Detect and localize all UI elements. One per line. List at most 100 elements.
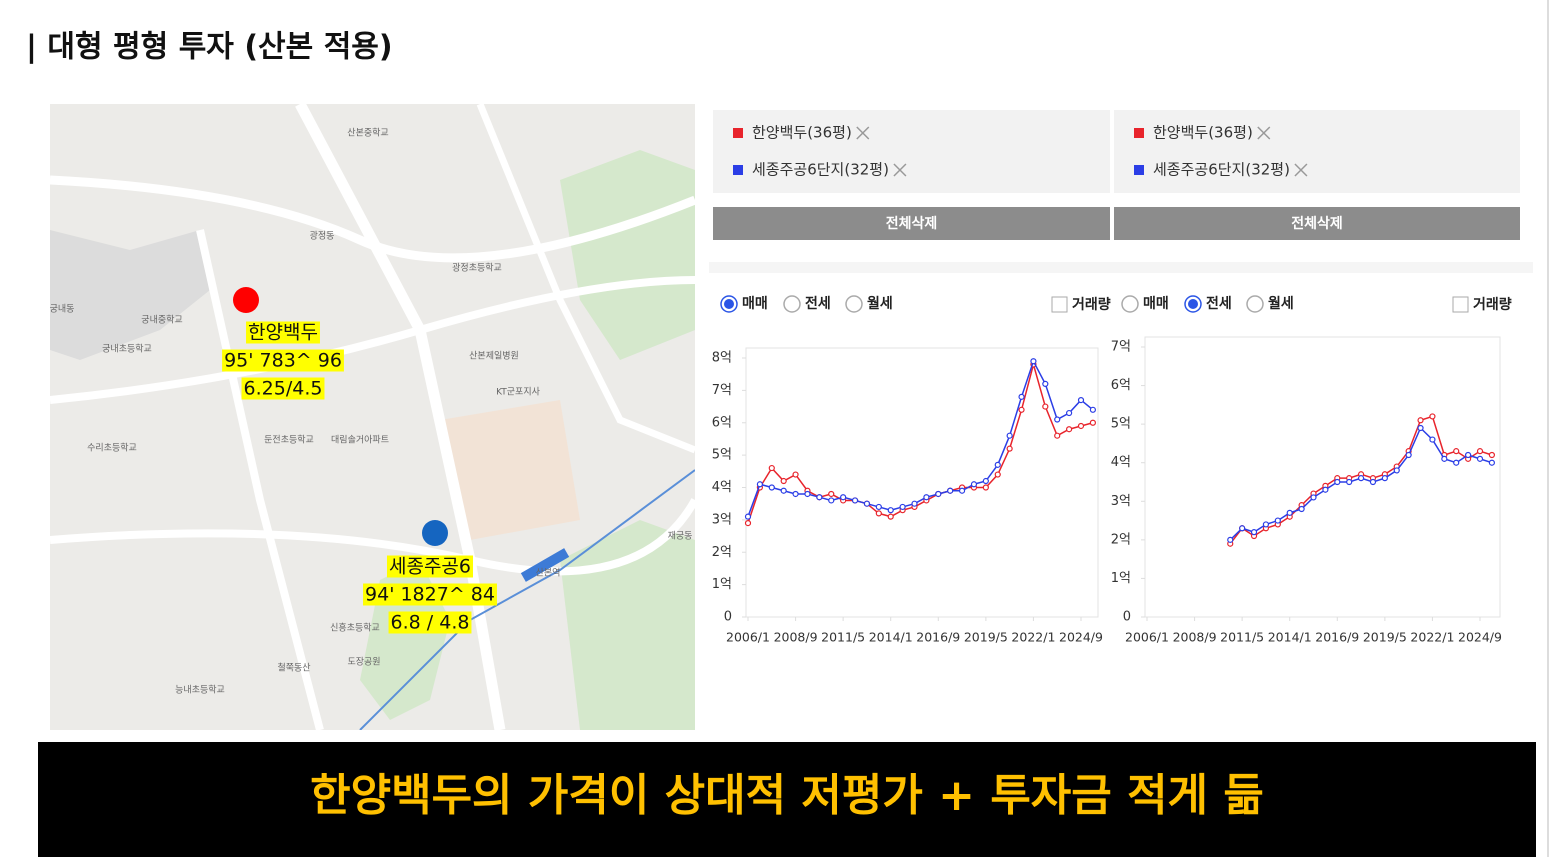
data-point xyxy=(1476,448,1484,455)
radio[interactable] xyxy=(1121,295,1139,313)
map-label: 궁내동 xyxy=(50,304,75,315)
data-point xyxy=(1393,467,1400,474)
radio-label: 매매 xyxy=(742,296,768,312)
map-label: KT군포지사 xyxy=(496,387,541,398)
legend-box xyxy=(1114,110,1520,193)
data-point xyxy=(887,507,894,514)
data-point xyxy=(756,481,763,488)
data-point xyxy=(875,503,882,511)
data-point xyxy=(1346,478,1353,486)
radio-dot xyxy=(724,299,734,309)
data-point xyxy=(1250,529,1258,536)
data-point xyxy=(1066,409,1073,417)
map-marker xyxy=(422,520,448,546)
map-label: 산본제일병원 xyxy=(469,351,519,362)
data-point xyxy=(1357,475,1365,482)
y-tick-label: 4억 xyxy=(1111,455,1131,470)
delete-button[interactable] xyxy=(713,207,1110,240)
x-tick-label: 2016/9 xyxy=(916,630,960,645)
checkbox[interactable] xyxy=(1051,296,1068,313)
y-tick-label: 3억 xyxy=(712,512,732,527)
radio-label: 월세 xyxy=(867,295,893,312)
radio-label: 전세 xyxy=(805,295,831,312)
radio[interactable] xyxy=(1246,295,1264,313)
data-point xyxy=(1417,417,1424,424)
data-point xyxy=(1334,478,1341,486)
x-tick-label: 2024/9 xyxy=(1059,630,1103,645)
map-annotation: 6.25/4.5 xyxy=(244,378,323,400)
x-tick-label: 2019/5 xyxy=(964,630,1008,645)
delete-label: 전체삭제 xyxy=(1291,215,1343,232)
data-point xyxy=(1441,455,1448,462)
data-point xyxy=(816,494,823,501)
checkbox[interactable] xyxy=(1452,296,1469,313)
checkbox-label: 거래량 xyxy=(1072,297,1111,313)
data-point xyxy=(804,490,811,498)
delete-label: 전체삭제 xyxy=(886,215,938,232)
data-point xyxy=(887,513,894,520)
data-point xyxy=(863,500,871,507)
data-point xyxy=(911,500,918,507)
x-tick-label: 2022/1 xyxy=(1011,630,1055,645)
legend-box xyxy=(713,110,1110,193)
map-label: 산본중학교 xyxy=(347,128,388,139)
data-point xyxy=(1405,451,1412,459)
road xyxy=(196,229,324,730)
map-annotation: 95' 783^ 96 xyxy=(224,350,342,372)
legend-swatch xyxy=(1134,165,1144,175)
legend-label: 세종주공6단지(32평) xyxy=(1153,161,1290,179)
map-park xyxy=(560,150,695,360)
x-tick-label: 2016/9 xyxy=(1315,630,1359,645)
map-label: 산본역 xyxy=(536,568,561,579)
banner-bg xyxy=(38,742,1536,857)
remove-icon[interactable] xyxy=(893,163,907,177)
radio[interactable] xyxy=(783,295,801,313)
annotation-highlight xyxy=(246,321,320,344)
y-tick-label: 8억 xyxy=(712,351,732,366)
radio-dot xyxy=(1188,299,1198,309)
radio-label: 매매 xyxy=(1143,296,1169,312)
radio[interactable] xyxy=(845,295,863,313)
data-point xyxy=(1042,403,1049,410)
legend-swatch xyxy=(1134,128,1144,138)
annotation-highlight xyxy=(363,583,497,606)
radio-label: 월세 xyxy=(1268,295,1294,312)
annotation-highlight xyxy=(241,377,325,400)
series-line xyxy=(747,361,1094,524)
data-point xyxy=(875,510,882,517)
map-marker xyxy=(233,287,259,313)
annotation-highlight xyxy=(222,349,344,372)
y-tick-label: 4억 xyxy=(712,480,732,495)
map-block xyxy=(50,230,210,360)
remove-icon[interactable] xyxy=(856,126,870,140)
y-tick-label: 7억 xyxy=(1111,340,1131,355)
data-point xyxy=(780,477,787,485)
plot-frame xyxy=(745,347,1099,618)
data-point xyxy=(1417,424,1424,432)
annotation-highlight xyxy=(386,555,474,578)
data-point xyxy=(1054,432,1061,439)
x-tick-label: 2011/5 xyxy=(821,630,865,645)
data-point xyxy=(1274,517,1281,524)
station xyxy=(520,548,570,582)
map-label: 궁내중학교 xyxy=(141,315,182,326)
x-tick-label: 2019/5 xyxy=(1363,630,1407,645)
data-point xyxy=(1018,393,1025,400)
plot-frame xyxy=(1144,336,1501,618)
road xyxy=(295,104,506,730)
delete-button[interactable] xyxy=(1114,207,1520,240)
data-point xyxy=(1488,451,1495,459)
x-tick-label: 2006/1 xyxy=(1125,630,1169,645)
rail-line xyxy=(359,469,695,730)
y-tick-label: 0 xyxy=(724,610,732,625)
map-label: 광정초등학교 xyxy=(452,262,502,274)
x-tick-label: 2014/1 xyxy=(869,630,913,645)
remove-icon[interactable] xyxy=(1294,163,1308,177)
remove-icon[interactable] xyxy=(1257,126,1271,140)
data-point xyxy=(1429,413,1436,420)
data-point xyxy=(1310,494,1317,501)
data-point xyxy=(768,484,775,491)
data-point xyxy=(1054,416,1061,423)
data-point xyxy=(792,471,799,478)
data-point xyxy=(1488,459,1495,466)
